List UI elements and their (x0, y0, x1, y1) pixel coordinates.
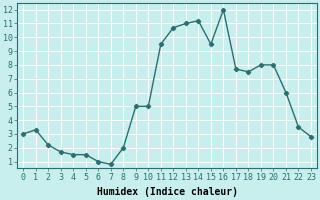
X-axis label: Humidex (Indice chaleur): Humidex (Indice chaleur) (97, 187, 237, 197)
